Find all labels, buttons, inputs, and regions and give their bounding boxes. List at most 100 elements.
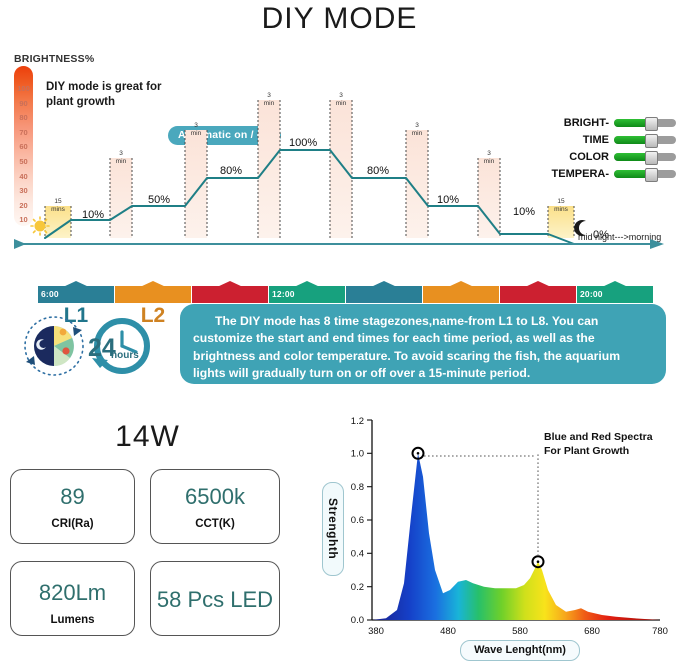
zone-tent-icon	[602, 281, 628, 287]
spec-caption: Lumens	[50, 614, 95, 626]
spectrum-chart-panel: 0.0 0.2 0.4 0.6 0.8 1.0 1.2 380 480 580 680 780…	[320, 408, 679, 663]
spec-panel: 14W 89 CRI(Ra) 6500k CCT(K) 820Lm Lumens…	[0, 408, 312, 663]
spec-card-cri: 89 CRI(Ra)	[10, 469, 135, 544]
temperature-slider[interactable]	[614, 168, 676, 182]
red-peak-marker	[531, 555, 545, 569]
zone-segment-l5[interactable]	[346, 281, 422, 303]
svg-text:3: 3	[119, 150, 123, 157]
zone-label-l1: L1	[63, 304, 89, 327]
slider-handle-icon[interactable]	[645, 134, 658, 148]
info-band: 24 hours The DIY mode has 8 time stagezo…	[0, 300, 679, 396]
x-tick-labels: 380 480 580 680 780	[368, 626, 668, 637]
brightness-tick: 10	[19, 215, 28, 225]
time-slider[interactable]	[614, 134, 676, 148]
svg-text:min: min	[484, 158, 495, 165]
spectrum-y-axis-label: Strenghth	[322, 482, 344, 576]
clock-number: 24	[88, 334, 116, 362]
brightness-tick: 100	[17, 84, 30, 93]
spec-value: 820Lm	[38, 580, 107, 605]
sun-icon	[30, 216, 50, 236]
svg-text:15: 15	[557, 198, 565, 205]
svg-text:480: 480	[440, 626, 456, 637]
svg-text:580: 580	[512, 626, 528, 637]
level-label: 10%	[82, 209, 104, 221]
svg-text:3: 3	[487, 150, 491, 157]
zone-tent-icon	[217, 281, 243, 287]
zone-segment-l2[interactable]	[115, 281, 191, 303]
svg-text:min: min	[264, 100, 275, 107]
slider-label: COLOR	[569, 151, 609, 163]
slider-label: TEMPERA-	[551, 168, 609, 180]
brightness-tick: 60	[19, 142, 28, 152]
brightness-tick: 40	[19, 171, 28, 181]
day-night-24h-icon: 24 hours	[24, 316, 150, 376]
level-label: 80%	[220, 165, 242, 177]
svg-text:780: 780	[652, 626, 668, 637]
brightness-tick: 30	[19, 186, 28, 196]
blue-peak-dot	[416, 452, 420, 455]
ramp-band	[478, 158, 500, 238]
info-description-text: The DIY mode has 8 time stagezones,name-…	[193, 314, 621, 381]
svg-text:1.2: 1.2	[351, 416, 364, 427]
zone-segment-l4[interactable]: 12:00	[269, 281, 345, 303]
color-slider[interactable]	[614, 151, 676, 165]
svg-text:3: 3	[267, 92, 271, 99]
slider-row-temperature[interactable]: TEMPERA-	[508, 167, 676, 182]
zone-segment-l7[interactable]	[500, 281, 576, 303]
zone-tent-icon	[140, 281, 166, 287]
slider-row-time[interactable]: TIME	[508, 133, 676, 148]
brightness-slider[interactable]	[614, 117, 676, 131]
ramp-guide-lines	[44, 100, 575, 238]
spec-caption: CRI(Ra)	[51, 518, 94, 530]
zone-segment-l1[interactable]: 6:00	[38, 281, 114, 303]
brightness-axis-caption: BRIGHTNESS%	[14, 53, 95, 65]
diy-tagline: DIY mode is great for plant growth	[46, 81, 162, 108]
spectrum-y-axis-text: Strenghth	[326, 498, 340, 560]
midnight-to-morning-note: mid night--->morning	[578, 232, 662, 242]
brightness-tick-scale: 100 90 80 70 60 50 40 30 20 10	[14, 82, 33, 228]
brightness-tick: 50	[19, 156, 28, 166]
zone-tent-icon	[525, 281, 551, 287]
slider-row-brightness[interactable]: BRIGHT-	[508, 116, 676, 131]
svg-text:0.8: 0.8	[351, 482, 364, 493]
zone-time-label: 20:00	[580, 289, 603, 299]
spec-card-cct: 6500k CCT(K)	[150, 469, 280, 544]
zone-segment-l6[interactable]	[423, 281, 499, 303]
slider-handle-icon[interactable]	[645, 151, 658, 165]
timeline-arrow-start-icon	[14, 239, 26, 249]
brightness-tick: 90	[19, 98, 28, 108]
slider-handle-icon[interactable]	[645, 117, 658, 131]
y-tick-marks	[367, 419, 372, 621]
zone-bar-strip: 6:00 12:00 20:00	[0, 281, 679, 303]
spec-caption: CCT(K)	[195, 518, 235, 530]
svg-text:0.2: 0.2	[351, 582, 364, 593]
spec-value: 89	[60, 484, 85, 509]
svg-text:3: 3	[415, 122, 419, 129]
zone-tent-icon	[448, 281, 474, 287]
spectrum-area	[372, 453, 660, 620]
zone-label-l2: L2	[140, 304, 166, 327]
zone-segment-l8[interactable]: 20:00	[577, 281, 653, 303]
info-description-box: The DIY mode has 8 time stagezones,name-…	[180, 304, 666, 384]
brightness-tick: 70	[19, 127, 28, 137]
zone-time-label: 6:00	[41, 289, 59, 299]
svg-text:15: 15	[54, 198, 62, 205]
slider-fill	[614, 119, 650, 127]
spec-value: 6500k	[185, 484, 245, 509]
red-peak-dot	[536, 560, 540, 563]
svg-text:3: 3	[339, 92, 343, 99]
y-tick-labels: 0.0 0.2 0.4 0.6 0.8 1.0 1.2	[351, 416, 364, 626]
slider-row-color[interactable]: COLOR	[508, 150, 676, 165]
level-label: 10%	[513, 206, 535, 218]
svg-text:0.4: 0.4	[351, 549, 364, 560]
spec-card-led-count: 58 Pcs LED	[150, 561, 280, 636]
diy-mode-chart-panel: BRIGHTNESS% 100 90 80 70 60 50 40 30 20 …	[0, 48, 679, 327]
brightness-tick: 80	[19, 113, 28, 123]
clock-unit: hours	[111, 350, 139, 361]
slider-handle-icon[interactable]	[645, 168, 658, 182]
zone-segment-l3[interactable]	[192, 281, 268, 303]
svg-text:3: 3	[194, 122, 198, 129]
page-title: DIY MODE	[261, 2, 418, 35]
svg-text:mins: mins	[51, 206, 65, 213]
